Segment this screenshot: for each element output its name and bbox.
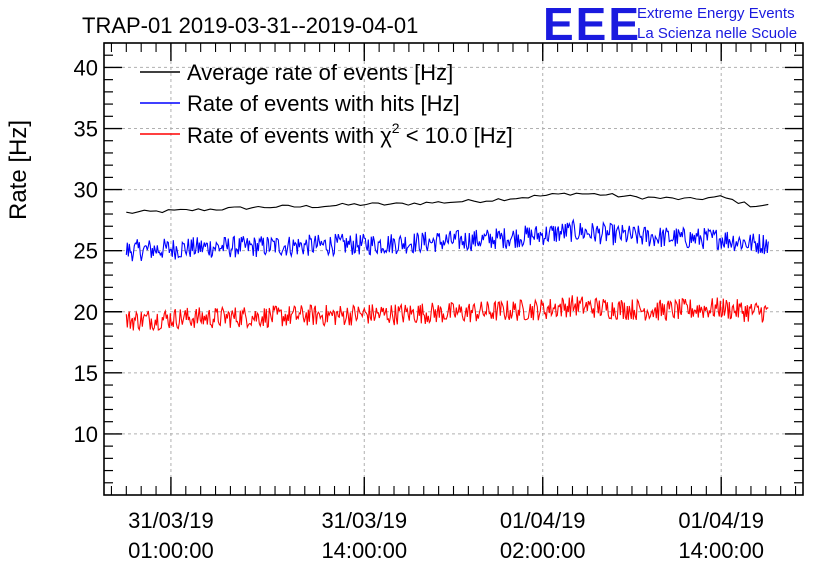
logo-line-1: Extreme Energy Events (637, 5, 795, 22)
x-tick-label-time: 14:00:00 (678, 538, 764, 563)
legend-chi2-symbol: χ (380, 123, 392, 148)
x-tick-label-date: 01/04/19 (678, 508, 764, 533)
y-tick-label: 15 (74, 361, 98, 386)
y-tick-label: 35 (74, 117, 98, 142)
x-tick-label-time: 14:00:00 (321, 538, 407, 563)
legend: Average rate of events [Hz] Rate of even… (140, 60, 513, 148)
eee-logo: EEE Extreme Energy Events La Scienza nel… (543, 0, 797, 50)
y-tick-label: 10 (74, 422, 98, 447)
legend-chi2-superscript: 2 (392, 120, 400, 136)
series-line-1 (125, 218, 769, 262)
y-tick-label: 30 (74, 178, 98, 203)
y-tick-label: 20 (74, 300, 98, 325)
y-axis-title: Rate [Hz] (5, 120, 32, 220)
x-tick-label-date: 01/04/19 (500, 508, 586, 533)
legend-chi2-prefix: Rate of events with (187, 123, 380, 148)
series-layer (125, 192, 769, 332)
y-tick-label: 40 (74, 55, 98, 80)
x-tick-label-date: 31/03/19 (128, 508, 214, 533)
x-axis: 31/03/19 01:00:00 31/03/19 14:00:00 01/04/19… (110, 43, 797, 563)
x-tick-label-time: 01:00:00 (128, 538, 214, 563)
series-line-0 (126, 192, 769, 214)
legend-chi2-suffix: < 10.0 [Hz] (400, 123, 513, 148)
legend-label-hits: Rate of events with hits [Hz] (187, 91, 460, 116)
x-tick-label-time: 02:00:00 (500, 538, 586, 563)
y-tick-label: 25 (74, 239, 98, 264)
legend-label-average: Average rate of events [Hz] (187, 60, 453, 85)
legend-label-chi2: Rate of events with χ2 < 10.0 [Hz] (187, 120, 513, 148)
logo-mark: EEE (543, 0, 641, 50)
y-axis: 10 15 20 25 30 35 40 (74, 42, 803, 484)
x-tick-label-date: 31/03/19 (321, 508, 407, 533)
series-line-2 (125, 295, 769, 332)
chart-title: TRAP-01 2019-03-31--2019-04-01 (82, 13, 418, 38)
logo-line-2: La Scienza nelle Scuole (637, 25, 797, 42)
